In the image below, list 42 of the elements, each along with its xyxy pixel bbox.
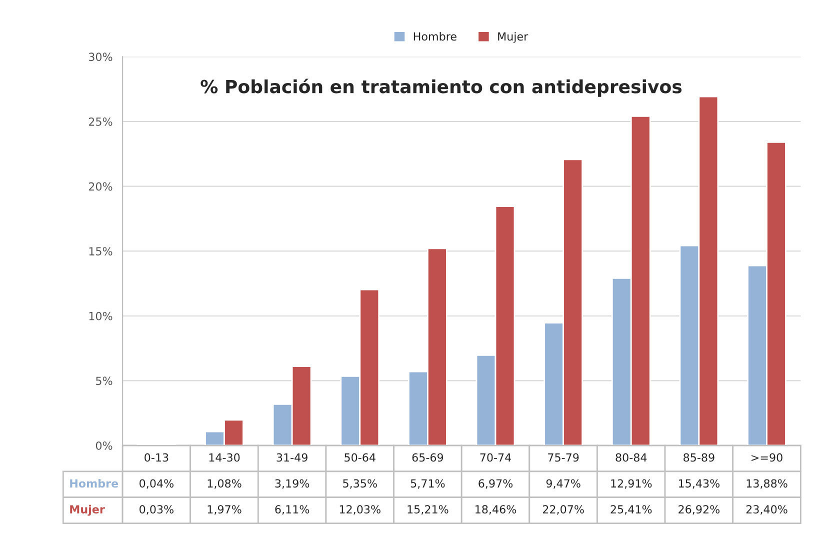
y-tick-label: 25% (88, 117, 112, 126)
data-label: 1,97% (208, 505, 242, 515)
text: Mujer (70, 504, 105, 516)
data-label: 12,91% (611, 479, 652, 489)
y-tick-label: 5% (96, 376, 112, 386)
data-label: 22,07% (542, 505, 584, 515)
data-label: 23,40% (746, 505, 788, 515)
data-label: 0,03% (140, 505, 174, 515)
data-label: 15,43% (678, 479, 720, 489)
y-tick-label: 10% (89, 312, 112, 320)
x-tick-label: 65-69 (412, 453, 444, 462)
x-tick-label: 31-49 (276, 453, 308, 462)
data-label: 6,11% (275, 505, 310, 515)
data-label: 1,08% (208, 479, 242, 489)
x-tick-label: 70-74 (480, 453, 512, 462)
data-label: 5,71% (410, 479, 445, 489)
legend-label: Mujer (498, 32, 528, 43)
x-tick-label: 80-84 (616, 453, 647, 462)
x-tick-label: 14-30 (209, 453, 240, 462)
y-tick-label: 15% (89, 247, 112, 256)
data-label: 6,97% (478, 479, 513, 489)
data-label: 3,19% (275, 479, 310, 489)
x-tick-label: 50-64 (344, 453, 376, 462)
x-tick-label: 75-79 (548, 453, 579, 462)
data-label: 26,92% (678, 505, 720, 515)
data-label: 12,03% (340, 505, 380, 515)
legend-label: Hombre (414, 32, 456, 41)
text: Hombre (70, 479, 118, 488)
y-tick-label: 20% (88, 182, 112, 191)
data-label: 15,21% (408, 505, 448, 515)
data-label: 0,04% (140, 479, 174, 489)
data-label: 9,47% (546, 479, 580, 489)
data-label: 13,88% (746, 479, 788, 489)
x-tick-label: 85-89 (684, 453, 714, 462)
y-tick-label: 0% (96, 441, 112, 450)
y-tick-label: 30% (88, 52, 112, 62)
x-tick-label: 0-13 (144, 453, 168, 462)
data-label: 25,41% (610, 505, 652, 515)
x-tick-label: >=90 (752, 453, 782, 462)
text: % Población en tratamiento con antidepresivos (200, 78, 682, 97)
data-label: 5,35% (343, 479, 377, 489)
data-label: 18,46% (476, 505, 516, 515)
